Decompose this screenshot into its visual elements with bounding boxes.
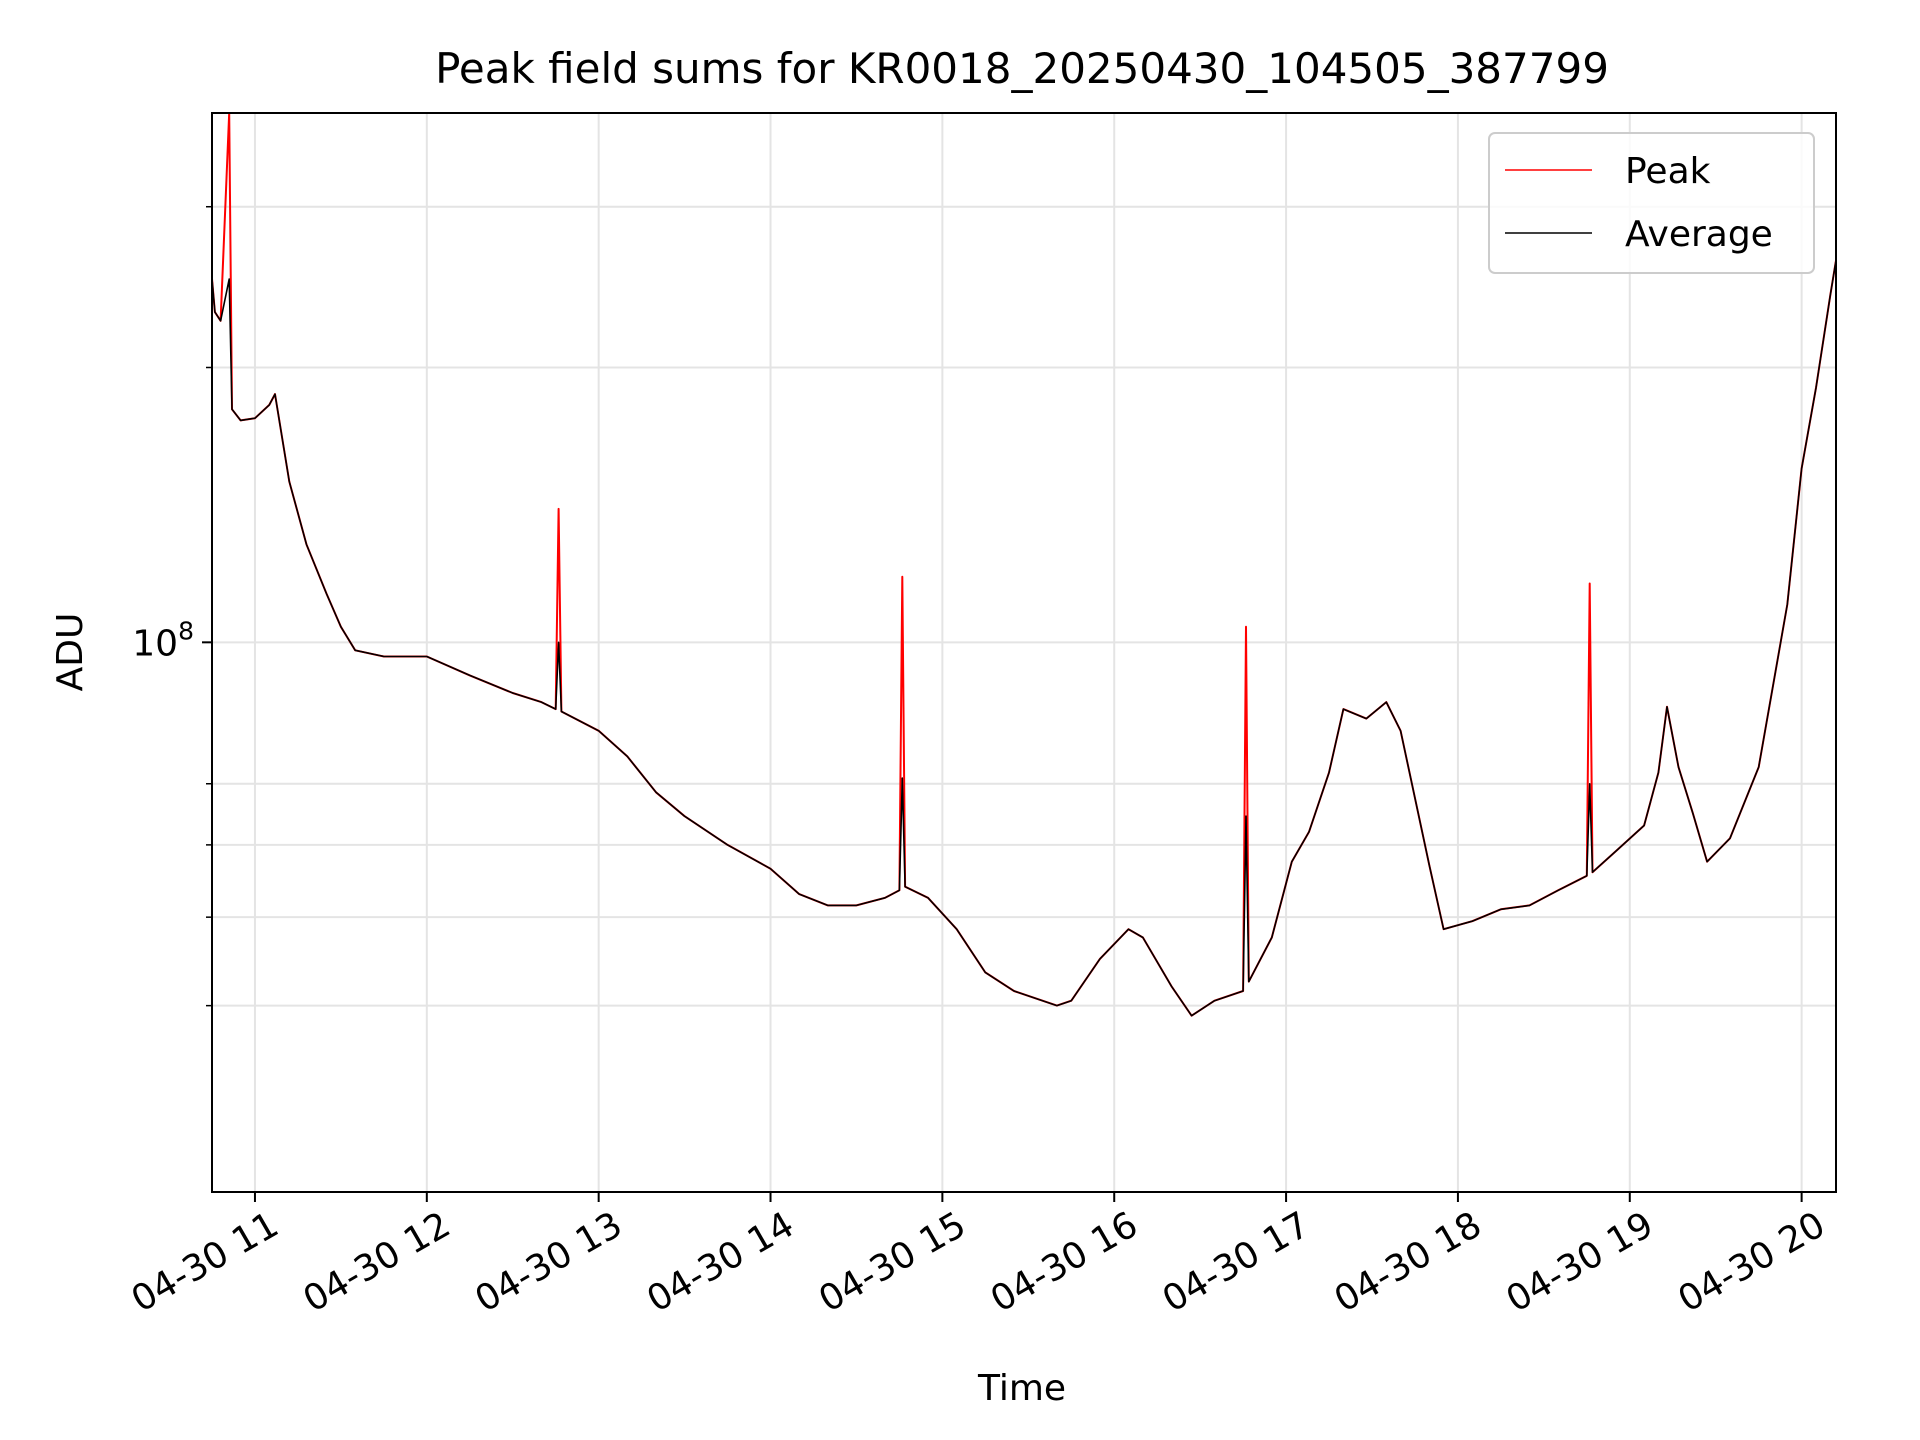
legend-box (1488, 132, 1815, 274)
y-axis-ticks: 108 (132, 205, 212, 1007)
y-tick-label-base: 10 (132, 623, 178, 664)
legend: Peak Average (1488, 132, 1815, 274)
y-tick-label: 108 (132, 616, 194, 664)
plot-lines (211, 112, 1837, 1017)
legend-label-peak: Peak (1625, 151, 1711, 192)
plot-frame (211, 112, 1837, 1193)
legend-label-average: Average (1625, 214, 1773, 255)
chart-title: Peak field sums for KR0018_20250430_1045… (435, 44, 1609, 93)
x-axis-label: Time (977, 1368, 1066, 1409)
y-tick-label-exponent: 8 (178, 616, 194, 645)
series-line-average (211, 260, 1837, 1017)
grid-lines (212, 113, 1836, 1192)
y-axis-label: ADU (50, 613, 91, 692)
